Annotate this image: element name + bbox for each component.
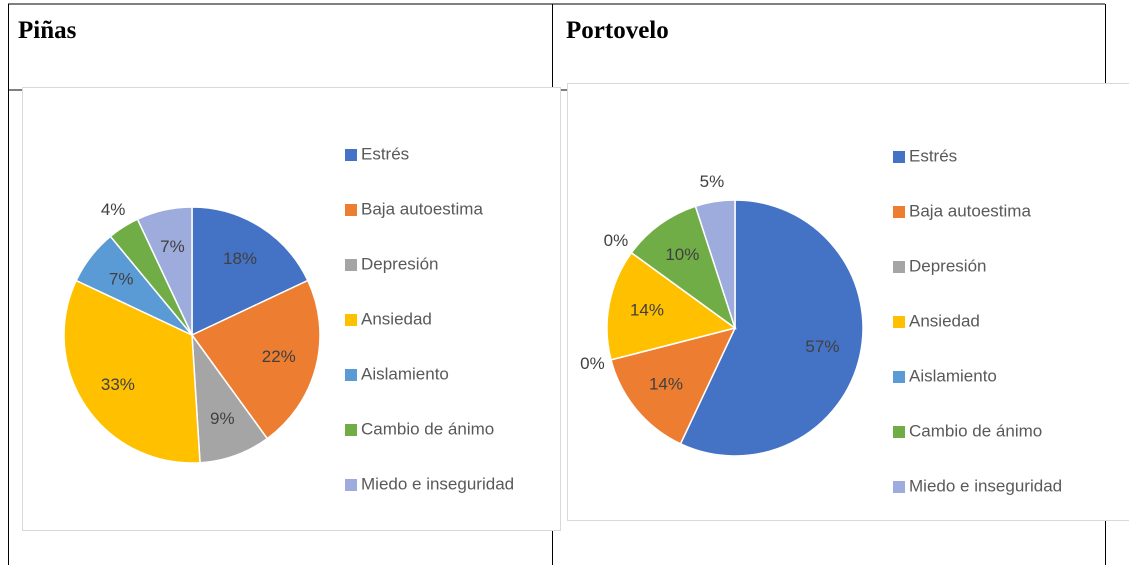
- legend-swatch: [345, 479, 357, 491]
- pie-slice: [610, 326, 737, 445]
- legend-label: Cambio de ánimo: [909, 421, 1042, 440]
- pie-slice: [679, 199, 864, 457]
- legend-label: Ansiedad: [909, 311, 980, 330]
- legend-swatch: [893, 316, 905, 328]
- legend-label: Cambio de ánimo: [361, 419, 494, 438]
- data-label: 4%: [101, 200, 126, 219]
- data-label: 0%: [580, 354, 605, 373]
- legend-swatch: [893, 261, 905, 273]
- legend-swatch: [345, 149, 357, 161]
- data-label: 18%: [223, 249, 257, 268]
- data-label: 33%: [101, 375, 135, 394]
- pie-slice: [191, 206, 309, 337]
- legend-swatch: [893, 206, 905, 218]
- legend-swatch: [345, 259, 357, 271]
- data-label: 57%: [805, 337, 839, 356]
- data-label: 0%: [604, 231, 629, 250]
- legend-swatch: [345, 204, 357, 216]
- pie-slice: [630, 205, 737, 330]
- data-label: 7%: [160, 237, 185, 256]
- legend-swatch: [893, 481, 905, 493]
- data-label: 9%: [210, 409, 235, 428]
- pie-slice: [606, 251, 737, 361]
- data-label: 14%: [630, 301, 664, 320]
- legend-swatch: [345, 314, 357, 326]
- legend-label: Depresión: [361, 254, 439, 273]
- legend-label: Baja autoestima: [361, 199, 483, 218]
- legend-label: Miedo e inseguridad: [909, 476, 1062, 495]
- legend-swatch: [893, 371, 905, 383]
- pie-slice: [63, 279, 201, 464]
- data-label: 14%: [649, 375, 683, 394]
- pie-slice: [190, 279, 321, 440]
- legend-label: Estrés: [361, 144, 409, 163]
- legend-swatch: [345, 369, 357, 381]
- legend-label: Ansiedad: [361, 309, 432, 328]
- data-label: 22%: [262, 347, 296, 366]
- header-cell: Portovelo: [566, 17, 669, 44]
- legend-label: Baja autoestima: [909, 201, 1031, 220]
- pie-slice: [136, 206, 193, 336]
- legend-swatch: [345, 424, 357, 436]
- legend-label: Aislamiento: [361, 364, 449, 383]
- legend-swatch: [893, 426, 905, 438]
- legend-swatch: [893, 151, 905, 163]
- data-label: 10%: [665, 245, 699, 264]
- legend-label: Miedo e inseguridad: [361, 474, 514, 493]
- pie-slice: [694, 199, 736, 329]
- legend-label: Aislamiento: [909, 366, 997, 385]
- legend-label: Depresión: [909, 256, 987, 275]
- data-label: 5%: [700, 172, 725, 191]
- legend-label: Estrés: [909, 146, 957, 165]
- data-label: 7%: [109, 270, 134, 289]
- header-cell: Piñas: [18, 17, 77, 44]
